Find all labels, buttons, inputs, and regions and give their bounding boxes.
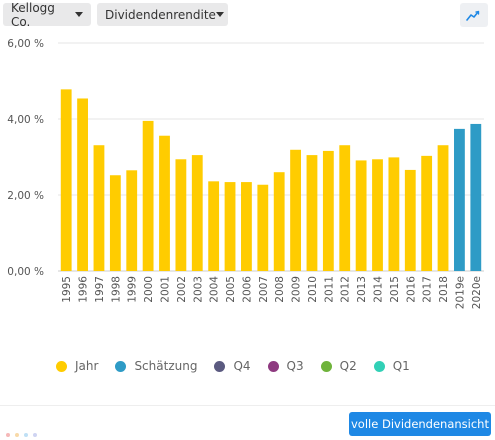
bar [454,128,465,271]
bar [224,182,236,271]
legend-label: Jahr [75,359,99,373]
bar [404,169,416,271]
x-tick-label: 2015 [389,276,401,303]
legend-label: Q4 [233,359,251,373]
x-tick-label: 2003 [192,276,204,303]
x-tick-label: 1998 [110,276,122,303]
x-tick-label: 2007 [258,276,270,303]
bar [109,175,121,271]
pagination-dots [6,433,42,437]
x-tick-label: 2019e [454,276,466,309]
y-tick-label: 0,00 % [7,266,44,278]
legend-marker-icon [373,360,385,372]
y-tick-label: 2,00 % [7,190,44,202]
x-tick-label: 2009 [291,276,303,303]
bar [306,155,318,271]
legend-label: Q2 [339,359,357,373]
bar [322,150,334,271]
metric-dropdown[interactable]: Dividendenrendite [97,3,228,26]
bar [93,145,105,271]
chevron-down-icon [215,12,224,17]
legend-item[interactable]: Q3 [267,359,304,373]
x-tick-label: 2018 [438,276,450,303]
bar [273,172,285,271]
x-tick-label: 2002 [176,276,188,303]
bar [241,182,252,271]
legend-marker-icon [267,360,279,372]
x-tick-label: 2014 [373,276,385,303]
legend-item[interactable]: Q1 [373,359,410,373]
chart-type-toggle-button[interactable] [460,3,488,27]
x-tick-label: 1995 [61,276,73,303]
legend-marker-icon [56,360,67,372]
x-tick-label: 2006 [241,276,253,303]
x-tick-label: 2020e [471,276,483,309]
y-tick-label: 4,00 % [7,114,44,126]
x-tick-label: 2012 [340,276,352,303]
bar [290,149,301,271]
legend-label: Q3 [286,359,304,373]
legend-label: Schätzung [134,359,198,373]
legend-item[interactable]: Q2 [320,359,357,373]
bar [257,184,269,271]
footer-divider [0,405,495,406]
x-tick-label: 2005 [225,276,237,303]
y-tick-label: 6,00 % [7,38,44,50]
x-tick-label: 1997 [94,276,106,303]
legend-item[interactable]: Jahr [56,359,98,373]
chart-legend: Jahr Schätzung Q4 Q3 Q2 Q1 [56,357,427,375]
legend-marker-icon [320,360,332,372]
bar [208,181,220,271]
x-tick-label: 1999 [127,276,139,303]
bar [191,155,203,271]
bar [339,145,351,271]
full-dividend-view-button[interactable]: volle Dividendenansicht [349,412,491,436]
x-tick-label: 2016 [405,276,417,303]
chevron-down-icon [75,12,83,17]
bar [159,135,170,271]
bar [142,120,154,272]
legend-item[interactable]: Schätzung [115,359,197,373]
bar [77,98,88,271]
legend-item[interactable]: Q4 [214,359,251,373]
legend-label: Q1 [392,359,410,373]
dividend-yield-chart: 0,00 % 2,00 % 4,00 % 6,00 % 1995 1996 1997 1998… [7,38,484,309]
x-tick-label: 2010 [307,276,319,303]
legend-marker-icon [115,360,127,372]
x-tick-label: 2001 [160,276,172,303]
bar [60,89,72,271]
bar [355,160,367,271]
bar [388,157,400,271]
bar [175,159,187,271]
x-tick-label: 2008 [274,276,286,303]
x-tick-label: 2004 [209,276,221,303]
bar [372,159,383,271]
x-tick-label: 2011 [323,276,335,303]
line-chart-icon [466,10,480,21]
x-tick-label: 2017 [422,276,434,303]
bar [126,170,138,271]
bar [437,145,449,271]
x-tick-label: 2013 [356,276,368,303]
bar [421,155,433,271]
metric-dropdown-label: Dividendenrendite [105,7,216,22]
x-tick-label: 2000 [143,276,155,303]
legend-marker-icon [214,360,226,372]
x-tick-label: 1996 [78,276,90,303]
company-dropdown[interactable]: Kellogg Co. [3,0,91,29]
company-dropdown-label: Kellogg Co. [11,0,55,29]
bar [470,123,482,271]
